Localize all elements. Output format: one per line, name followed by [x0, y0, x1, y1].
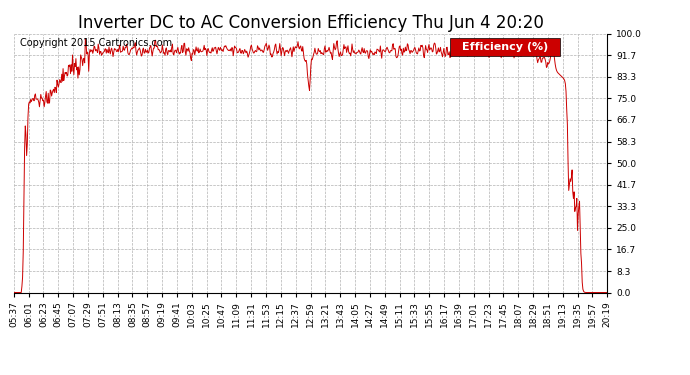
- Text: Efficiency (%): Efficiency (%): [462, 42, 548, 52]
- Title: Inverter DC to AC Conversion Efficiency Thu Jun 4 20:20: Inverter DC to AC Conversion Efficiency …: [77, 14, 544, 32]
- Text: Copyright 2015 Cartronics.com: Copyright 2015 Cartronics.com: [20, 38, 172, 48]
- FancyBboxPatch shape: [450, 38, 560, 56]
